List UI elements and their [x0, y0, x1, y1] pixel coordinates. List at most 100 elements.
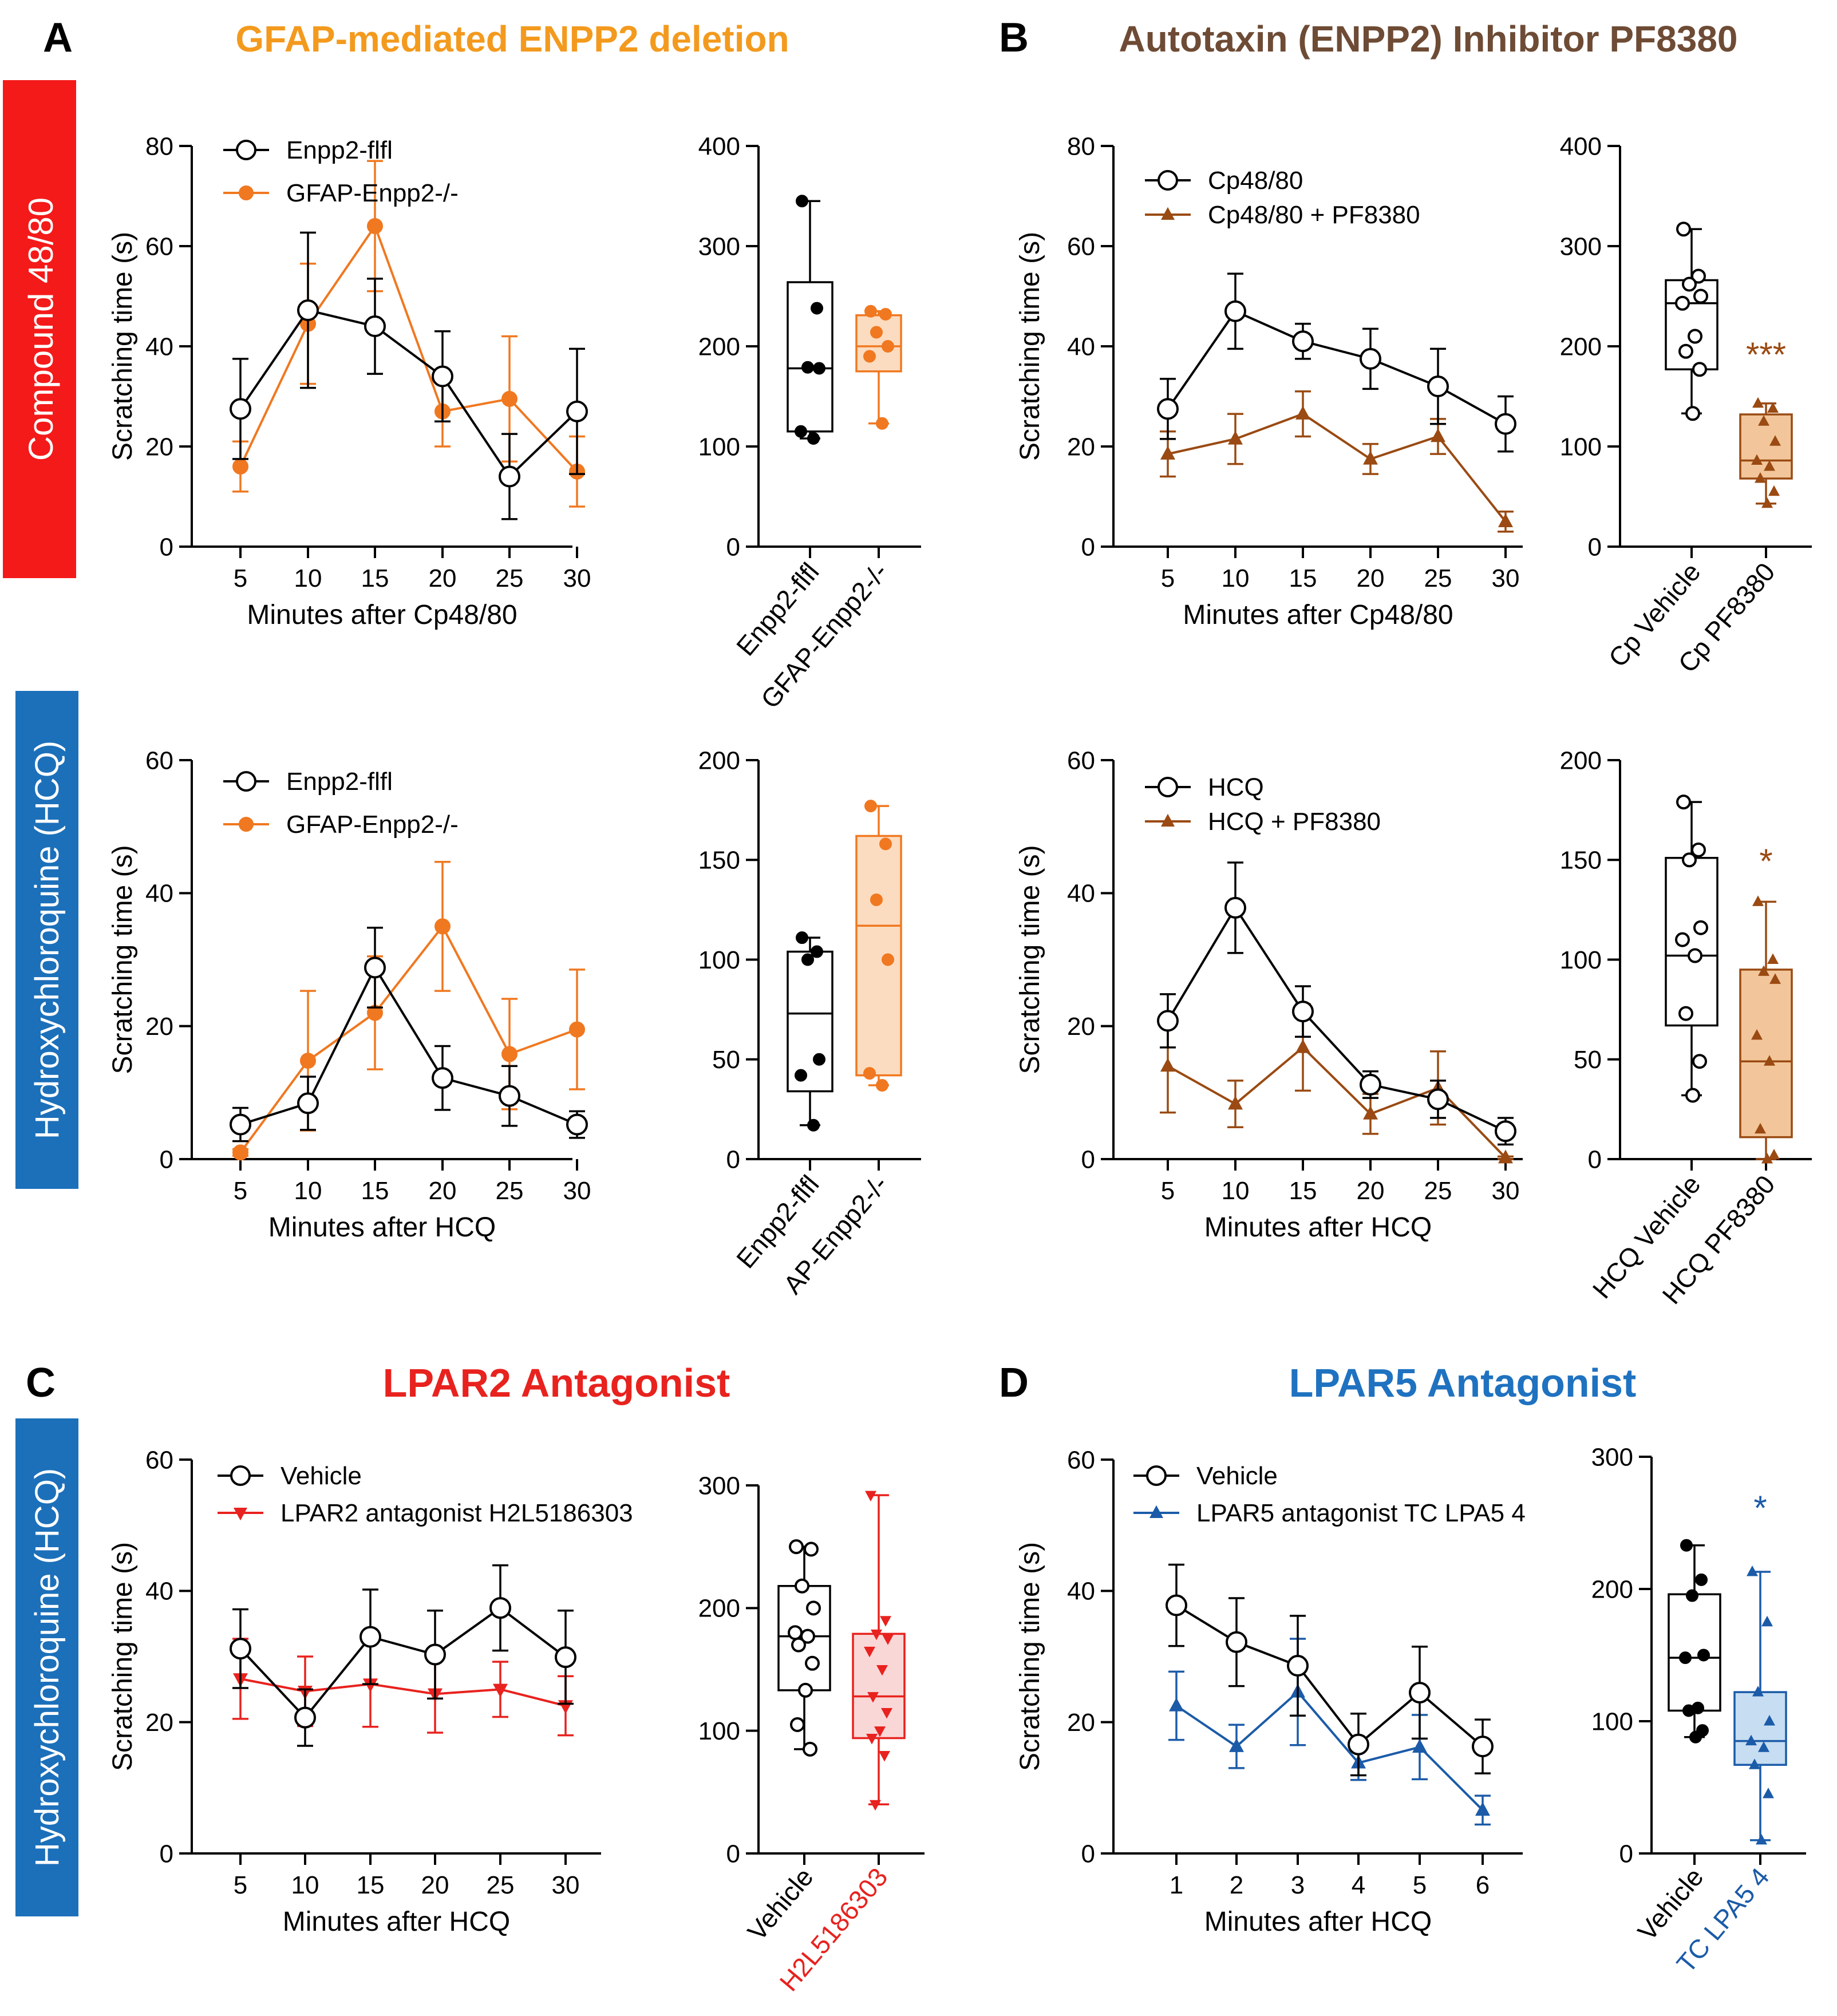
y-tick-label: 0: [1081, 533, 1095, 561]
data-point: [232, 458, 248, 475]
data-point: [1160, 445, 1175, 460]
box-point: [1761, 1615, 1773, 1627]
chart-a-cp-line: 0 20 40 60 80 5 10 15 20 25 30 Minutes after Cp48/8…: [108, 132, 591, 630]
data-point: [1472, 1736, 1494, 1758]
series-1: [232, 860, 585, 1161]
y-tick-label: 20: [1067, 1013, 1095, 1041]
data-point: [230, 398, 251, 420]
box-point: [805, 1655, 820, 1671]
legend-marker: [236, 771, 256, 792]
data-point: [1295, 1039, 1310, 1053]
x-tick-label: 10: [294, 1177, 322, 1205]
panel-title-b: Autotaxin (ENPP2) Inhibitor PF8380: [1119, 18, 1737, 60]
panel-title-c: LPAR2 Antagonist: [383, 1361, 730, 1405]
data-point: [424, 1643, 446, 1666]
x-axis-label: Minutes after HCQ: [283, 1907, 510, 1937]
x-tick-label: 1: [1170, 1871, 1183, 1899]
data-point: [1157, 1010, 1179, 1032]
data-point: [1431, 428, 1445, 442]
x-tick-label: 15: [357, 1871, 385, 1899]
chart-b-hcq-line: 0 20 40 60 5 10 15 20 25 30 Minutes after HCQ Scrat…: [1015, 746, 1523, 1243]
y-tick-label: 200: [1591, 1575, 1633, 1603]
y-tick-label: 0: [726, 1840, 740, 1868]
box-point: [882, 1634, 894, 1645]
significance-marker: *: [1759, 842, 1772, 880]
y-tick-label: 20: [1067, 433, 1095, 461]
y-tick-label: 0: [1081, 1840, 1095, 1868]
panel-title-a: GFAP-mediated ENPP2 deletion: [235, 18, 789, 60]
box-point: [879, 1751, 890, 1762]
x-tick-label: 5: [234, 564, 247, 592]
panel-letter-d: D: [999, 1360, 1029, 1406]
data-point: [1427, 1088, 1449, 1110]
legend-marker: [230, 1465, 251, 1486]
y-tick-label: 60: [1067, 1446, 1095, 1474]
data-point: [1292, 330, 1314, 353]
box-point: [807, 1118, 820, 1132]
box-point: [1768, 485, 1780, 496]
box: [855, 835, 902, 1077]
y-tick-label: 200: [1560, 333, 1602, 361]
y-tick-label: 100: [698, 946, 740, 974]
data-point: [1348, 1733, 1369, 1756]
box-point: [1764, 1715, 1775, 1726]
box-point: [882, 953, 894, 966]
box-point: [1758, 1741, 1769, 1752]
data-point: [1498, 513, 1513, 527]
box-point: [791, 1637, 806, 1653]
data-point: [501, 1046, 517, 1062]
data-point: [367, 218, 383, 234]
data-point: [230, 1638, 251, 1660]
data-point: [1228, 1096, 1243, 1110]
y-tick-label: 400: [1560, 132, 1602, 160]
box-point: [1697, 1649, 1710, 1662]
y-tick-label: 60: [1067, 746, 1095, 774]
x-tick-label: 25: [487, 1871, 515, 1899]
box-point: [870, 326, 883, 339]
y-tick-label: 0: [1588, 1145, 1602, 1173]
series-0: [230, 926, 588, 1143]
series-0: [1166, 1563, 1494, 1777]
y-tick-label: 20: [1067, 1709, 1095, 1737]
box-point: [1761, 497, 1773, 508]
legend-label: Vehicle: [281, 1462, 362, 1490]
x-tick-label: 10: [291, 1871, 319, 1899]
box-point: [811, 945, 823, 958]
data-point: [1360, 1073, 1381, 1096]
data-point: [493, 1683, 508, 1698]
box-group-1: Cp PF8380: [1672, 397, 1793, 678]
y-tick-label: 40: [1067, 333, 1095, 361]
box-point: [1688, 948, 1702, 963]
data-point: [555, 1646, 576, 1669]
box-point: [864, 1646, 875, 1658]
box-point: [1761, 1153, 1773, 1164]
y-tick-label: 0: [726, 1145, 740, 1173]
legend-marker: [1161, 207, 1175, 220]
box-point: [874, 1726, 886, 1737]
box-point: [1682, 276, 1697, 292]
box: [855, 314, 902, 373]
box-group-0: Vehicle: [741, 1539, 831, 1946]
y-tick-label: 80: [145, 132, 173, 160]
legend-marker: [1161, 813, 1175, 827]
legend-label: Cp48/80: [1208, 167, 1303, 195]
box-point: [1769, 973, 1781, 984]
y-tick-label: 40: [145, 1578, 173, 1606]
series-line: [1167, 906, 1506, 1133]
x-tick-label: 3: [1291, 1871, 1305, 1899]
data-point: [1412, 1738, 1427, 1753]
box-point: [798, 1682, 813, 1698]
x-axis-label: Minutes after HCQ: [1204, 1907, 1432, 1937]
box-point: [1692, 1054, 1707, 1069]
box-point: [795, 1578, 809, 1594]
box-point: [1680, 1539, 1693, 1552]
x-axis-label: Minutes after HCQ: [268, 1212, 496, 1243]
box-point: [1682, 1704, 1695, 1717]
data-point: [300, 1053, 316, 1069]
box-point: [790, 1717, 805, 1732]
chart-d-line: 0 20 40 60 1 2 3 4 5 6 Minutes after HCQ Scratching…: [1015, 1446, 1526, 1937]
y-tick-label: 150: [698, 847, 740, 875]
